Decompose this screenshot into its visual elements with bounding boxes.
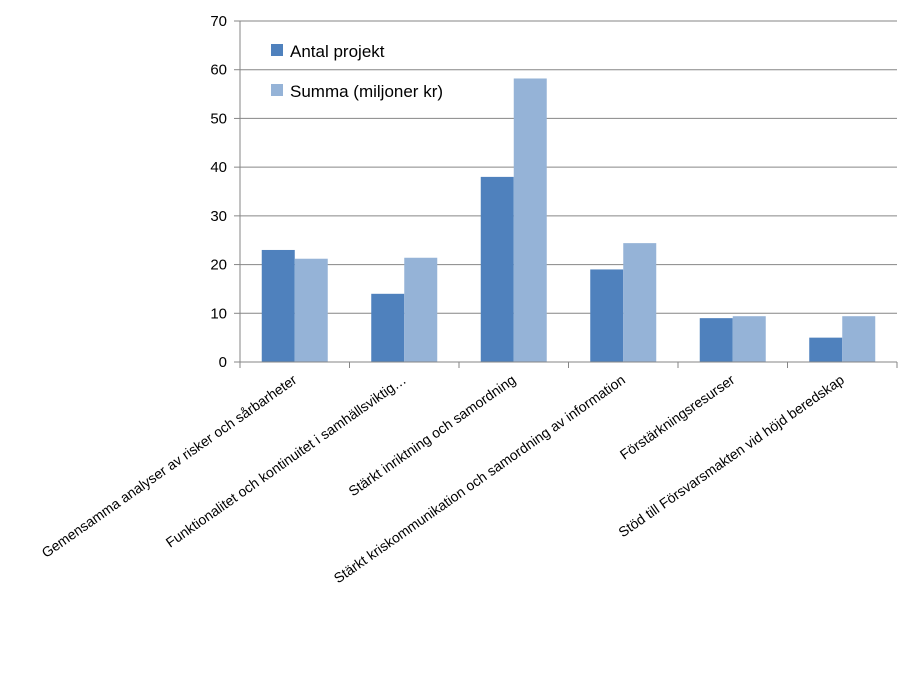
y-tick-label: 10 bbox=[210, 305, 227, 322]
bar-summa-5 bbox=[842, 316, 875, 362]
x-tick-labels: Gemensamma analyser av risker och sårbar… bbox=[39, 371, 848, 586]
bar-summa-3 bbox=[623, 243, 656, 362]
x-tick-label: Funktionalitet och kontinuitet i samhäll… bbox=[163, 371, 409, 550]
y-tick-label: 50 bbox=[210, 110, 227, 127]
y-tick-label: 30 bbox=[210, 208, 227, 225]
bar-summa-1 bbox=[404, 258, 437, 362]
bar-antal-projekt-1 bbox=[371, 294, 404, 362]
legend: Antal projekt Summa (miljoner kr) bbox=[271, 42, 443, 101]
bar-antal-projekt-5 bbox=[809, 338, 842, 362]
y-tick-label: 70 bbox=[210, 13, 227, 30]
legend-swatch-antal-projekt bbox=[271, 44, 283, 56]
bar-antal-projekt-2 bbox=[481, 177, 514, 362]
x-tick-label: Förstärkningsresurser bbox=[617, 371, 738, 462]
bar-summa-0 bbox=[295, 259, 328, 362]
y-tick-labels: 0 10 20 30 40 50 60 70 bbox=[210, 13, 227, 371]
y-tick-label: 0 bbox=[219, 354, 227, 371]
bar-antal-projekt-4 bbox=[700, 318, 733, 362]
gridlines bbox=[234, 21, 897, 362]
bar-summa-2 bbox=[514, 78, 547, 362]
y-tick-label: 60 bbox=[210, 62, 227, 79]
y-tick-label: 20 bbox=[210, 257, 227, 274]
axes bbox=[240, 21, 897, 368]
legend-label-antal-projekt: Antal projekt bbox=[290, 42, 385, 61]
legend-swatch-summa bbox=[271, 84, 283, 96]
legend-label-summa: Summa (miljoner kr) bbox=[290, 82, 443, 101]
x-tick-label: Stöd till Försvarsmakten vid höjd bereds… bbox=[615, 371, 847, 540]
y-tick-label: 40 bbox=[210, 159, 227, 176]
bar-antal-projekt-3 bbox=[590, 269, 623, 362]
bars bbox=[262, 78, 876, 362]
bar-summa-4 bbox=[733, 316, 766, 362]
bar-antal-projekt-0 bbox=[262, 250, 295, 362]
